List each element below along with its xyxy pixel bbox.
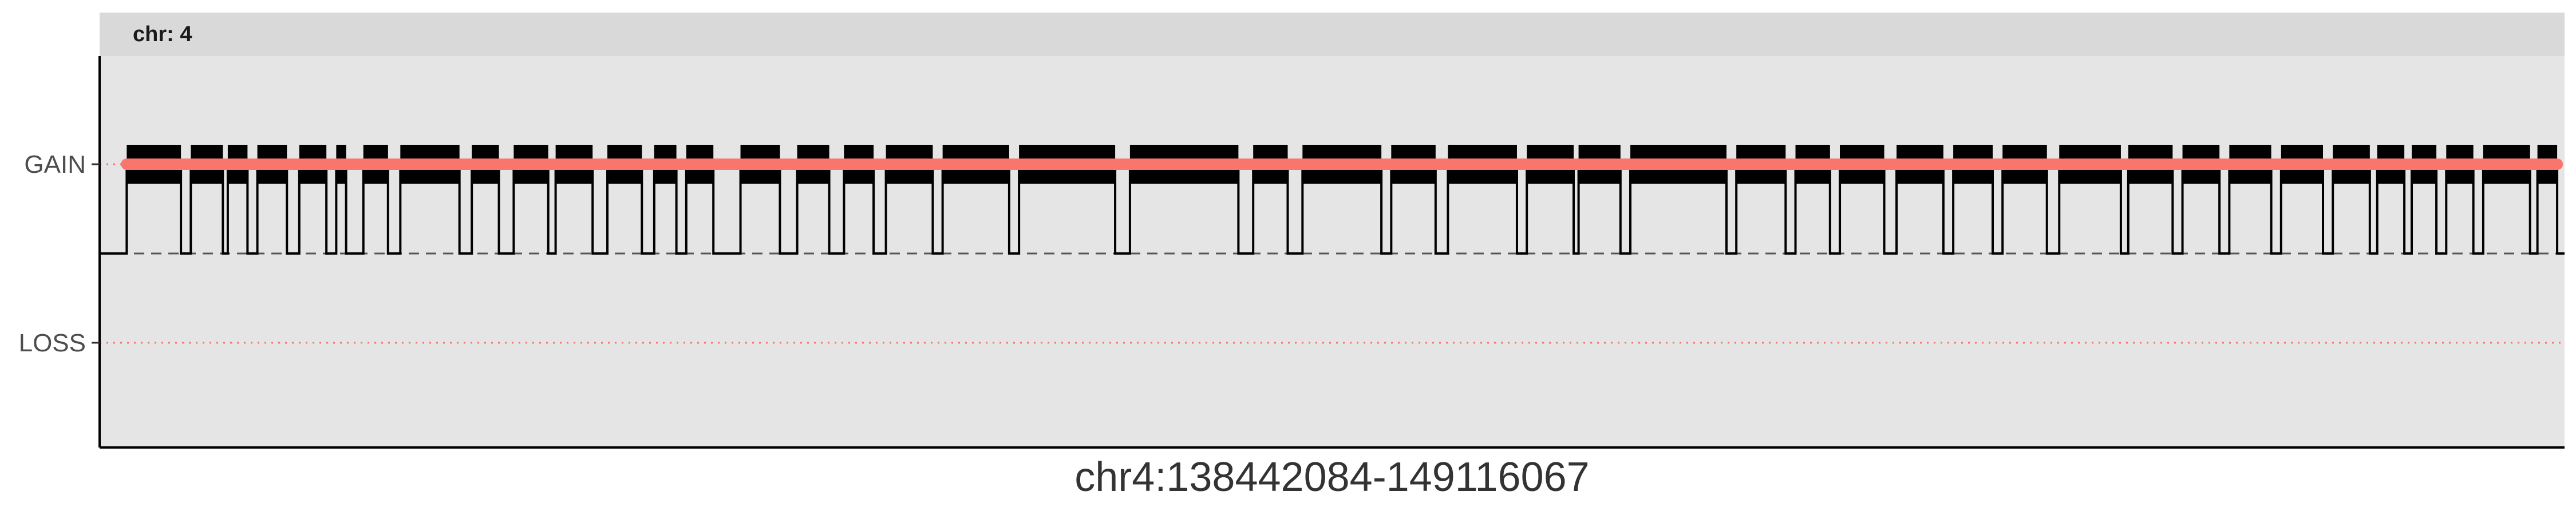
facet-label: chr: 4 bbox=[133, 22, 192, 46]
plot-panel bbox=[100, 56, 2565, 447]
y-tick-label-loss: LOSS bbox=[19, 329, 86, 357]
x-axis-title: chr4:138442084-149116067 bbox=[1074, 454, 1589, 500]
gain-band-end bbox=[2551, 159, 2563, 170]
gain-band-start bbox=[121, 159, 133, 170]
y-tick-label-gain: GAIN bbox=[24, 150, 86, 179]
gain-band bbox=[121, 159, 2563, 170]
facet-strip bbox=[100, 13, 2565, 56]
gain-highlight-band bbox=[127, 159, 2558, 170]
